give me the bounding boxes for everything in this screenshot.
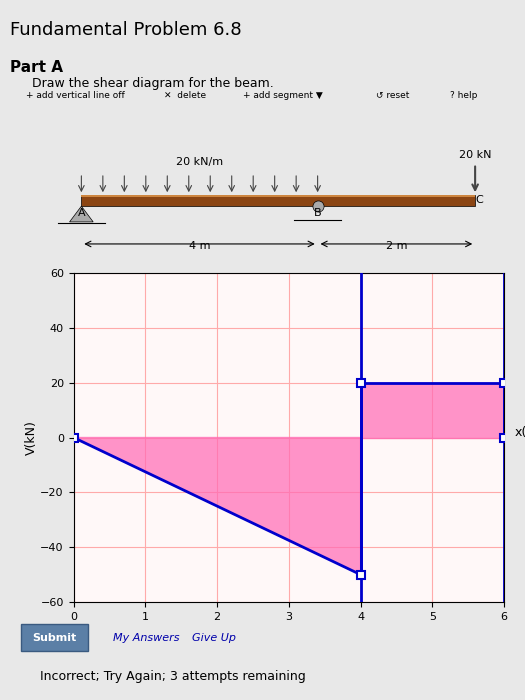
- Text: Incorrect; Try Again; 3 attempts remaining: Incorrect; Try Again; 3 attempts remaini…: [40, 670, 306, 682]
- Y-axis label: V(kN): V(kN): [25, 420, 37, 455]
- Polygon shape: [361, 383, 504, 438]
- Text: Part A: Part A: [10, 60, 64, 74]
- Text: 2 m: 2 m: [386, 241, 407, 251]
- Text: 4 m: 4 m: [189, 241, 210, 251]
- Text: Submit: Submit: [32, 633, 77, 643]
- Bar: [81, 195, 475, 206]
- Text: ? help: ? help: [450, 91, 477, 99]
- Text: Give Up: Give Up: [192, 633, 236, 643]
- Text: x(m): x(m): [514, 426, 525, 438]
- Text: + add segment ▼: + add segment ▼: [243, 91, 322, 99]
- Polygon shape: [74, 438, 361, 575]
- Text: Draw the shear diagram for the beam.: Draw the shear diagram for the beam.: [32, 77, 273, 90]
- Bar: [20, 624, 88, 651]
- Text: A: A: [78, 208, 85, 218]
- Text: ↺ reset: ↺ reset: [376, 91, 410, 99]
- Text: B: B: [314, 208, 321, 218]
- Text: ✕  delete: ✕ delete: [164, 91, 206, 99]
- Text: My Answers: My Answers: [113, 633, 180, 643]
- Polygon shape: [69, 206, 93, 222]
- Text: C: C: [475, 195, 483, 204]
- Text: 20 kN/m: 20 kN/m: [176, 157, 223, 167]
- Text: Fundamental Problem 6.8: Fundamental Problem 6.8: [10, 21, 242, 39]
- Text: + add vertical line off: + add vertical line off: [26, 91, 124, 99]
- Text: 20 kN: 20 kN: [459, 150, 491, 160]
- Bar: [81, 195, 475, 197]
